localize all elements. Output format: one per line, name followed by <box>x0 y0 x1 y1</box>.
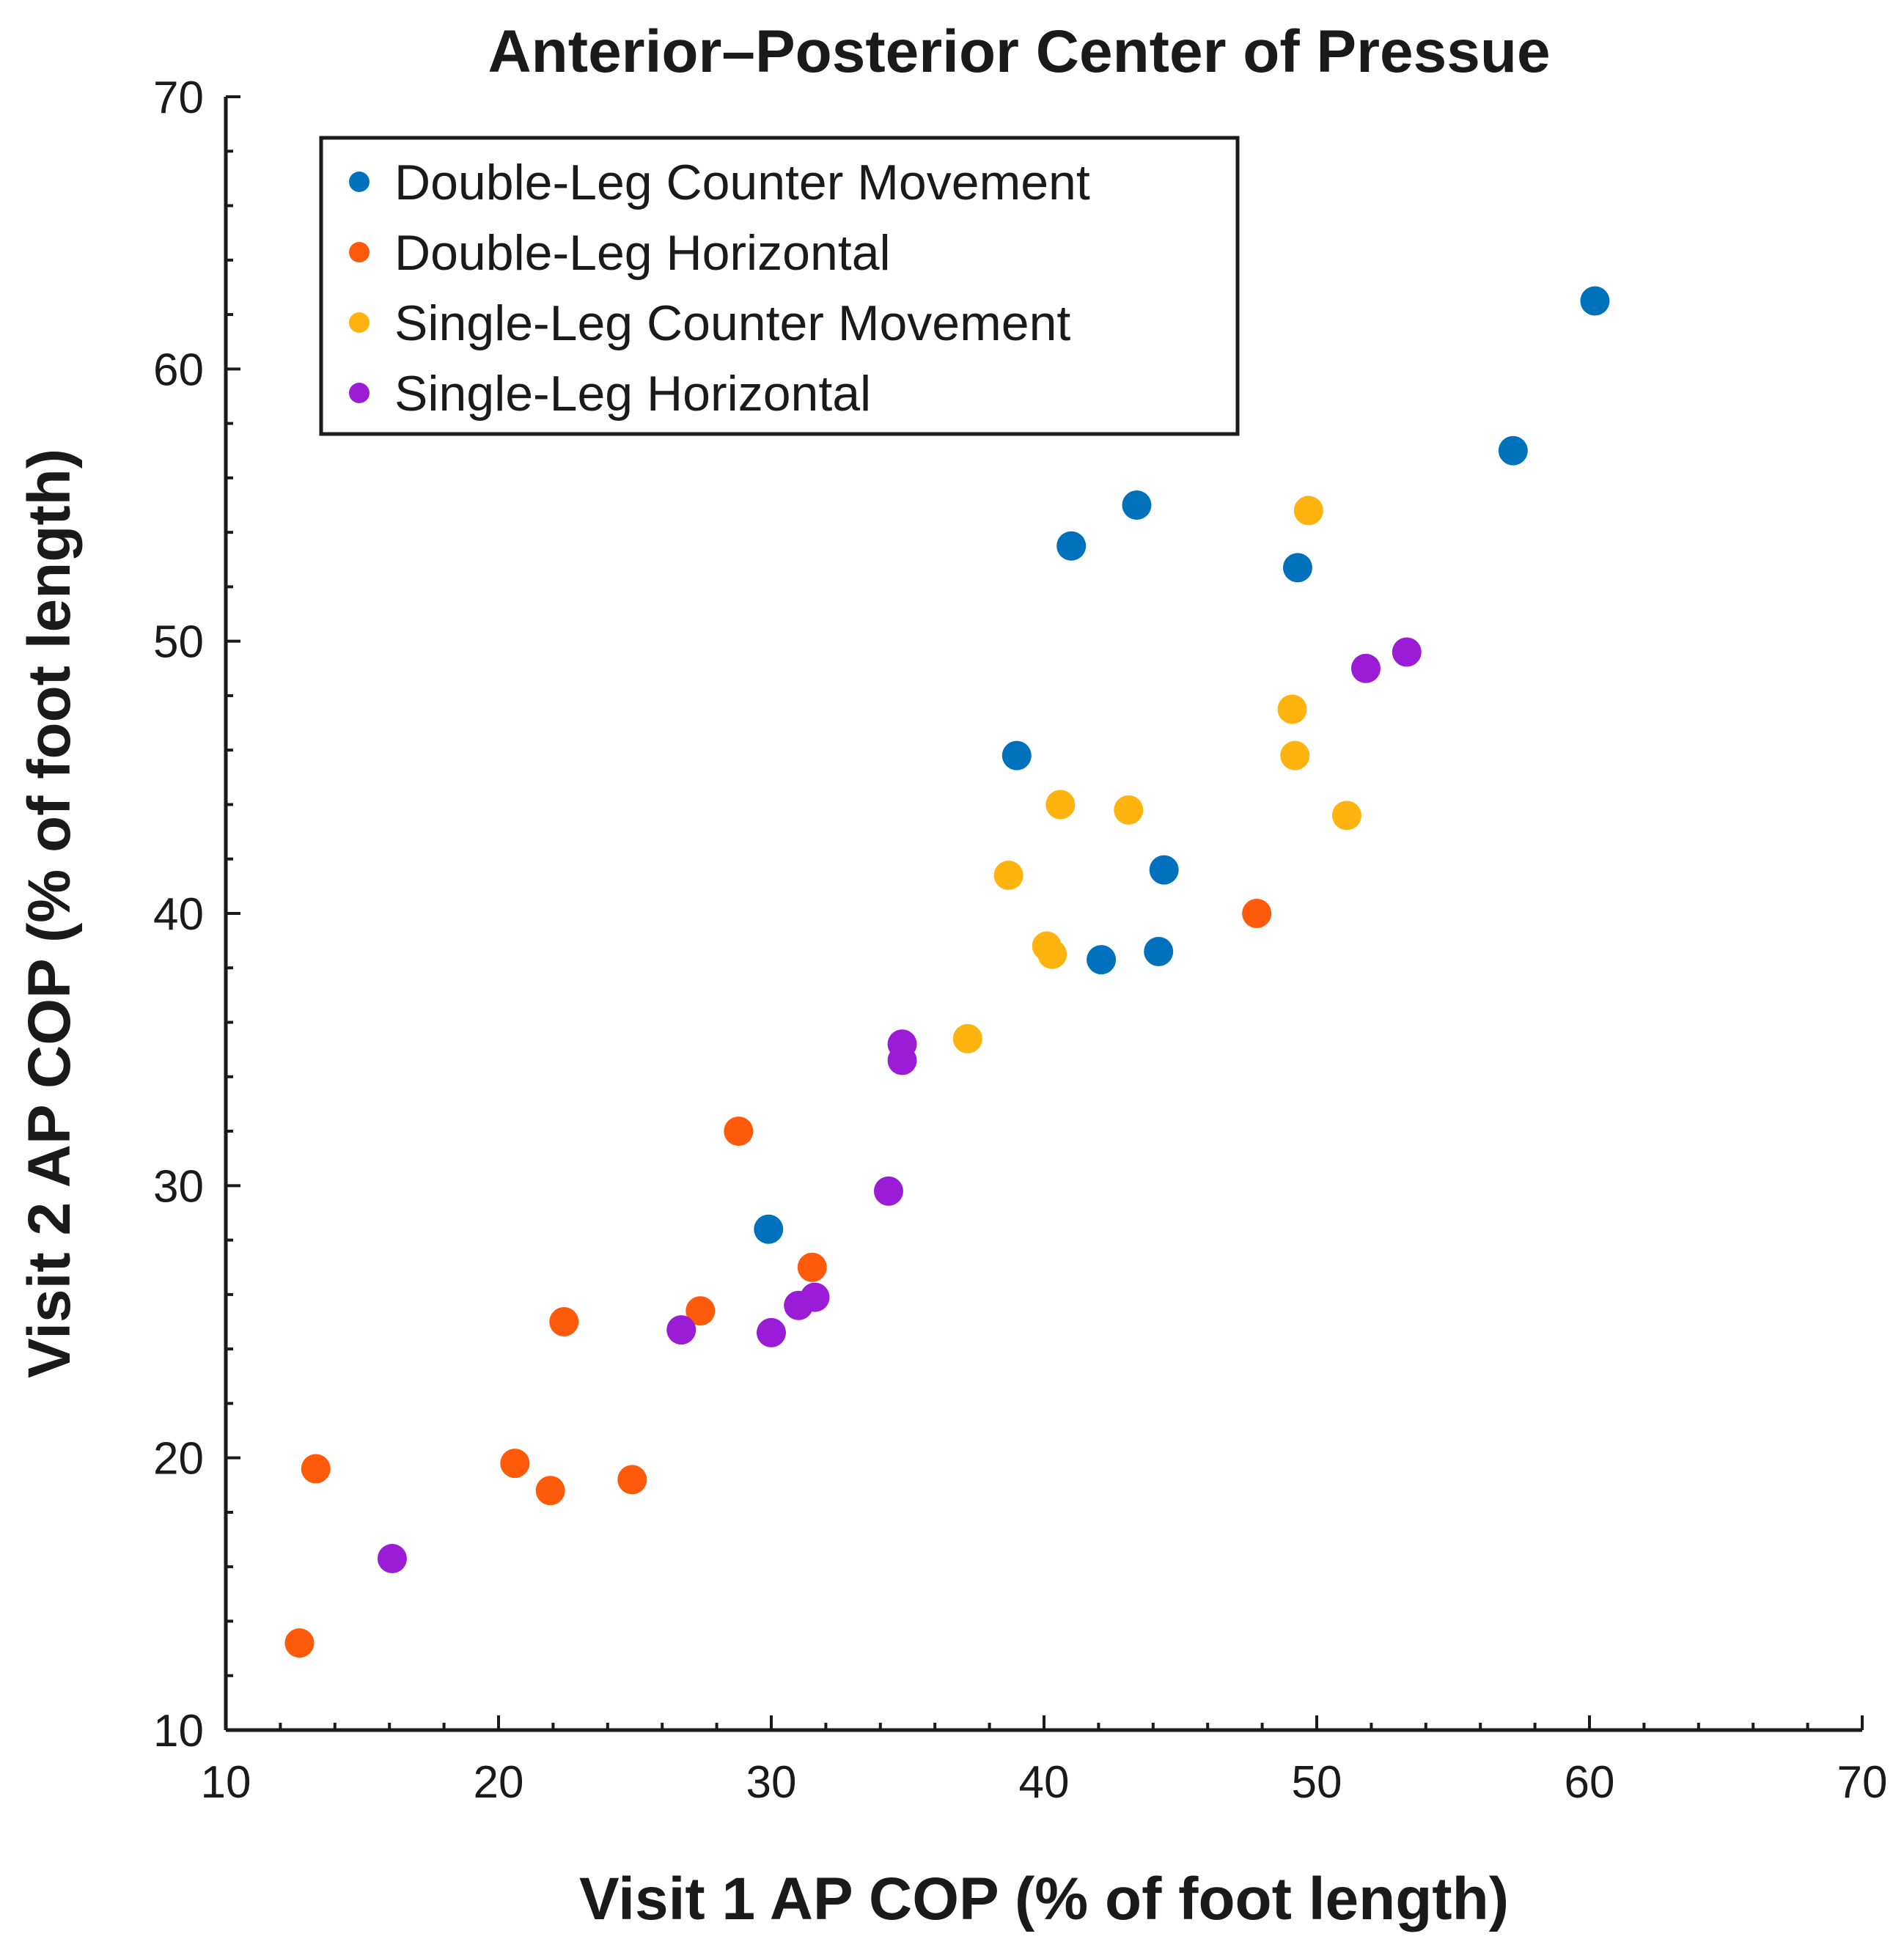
x-tick-label: 40 <box>1019 1757 1070 1808</box>
data-point <box>952 1023 982 1053</box>
data-points <box>284 286 1610 1658</box>
legend-entry: Double-Leg Horizontal <box>349 225 891 281</box>
data-point <box>1392 637 1422 667</box>
data-point <box>1037 939 1067 969</box>
data-point <box>757 1317 786 1347</box>
data-point <box>1087 945 1117 975</box>
data-point <box>549 1307 579 1336</box>
y-tick-label: 10 <box>153 1706 204 1756</box>
x-tick-label: 70 <box>1837 1757 1888 1808</box>
x-tick-label: 20 <box>474 1757 524 1808</box>
legend-entry: Single-Leg Horizontal <box>349 366 871 422</box>
data-point <box>685 1296 716 1326</box>
legend-label: Single-Leg Horizontal <box>394 366 871 422</box>
data-point <box>873 1176 903 1206</box>
data-point <box>617 1465 647 1495</box>
data-point <box>1056 531 1087 561</box>
x-axis-label: Visit 1 AP COP (% of foot length) <box>579 1866 1509 1932</box>
y-axis-label: Visit 2 AP COP (% of foot length) <box>16 449 83 1378</box>
y-tick-label: 40 <box>153 889 204 940</box>
legend-box <box>319 136 1240 436</box>
data-point <box>666 1315 696 1345</box>
data-point <box>784 1290 814 1320</box>
y-tick-label: 50 <box>153 617 204 668</box>
data-point <box>301 1454 331 1484</box>
legend-marker <box>349 172 370 192</box>
data-point <box>1122 490 1152 520</box>
legend-marker <box>349 242 370 262</box>
legend-entry: Double-Leg Counter Movement <box>349 155 1090 210</box>
x-tick-label: 50 <box>1292 1757 1342 1808</box>
legend-marker <box>349 383 370 403</box>
data-point <box>1001 740 1032 770</box>
data-point <box>1045 790 1076 820</box>
data-point <box>1282 553 1312 583</box>
data-point <box>1498 435 1528 466</box>
legend: Double-Leg Counter Movement Double-Leg H… <box>319 136 1240 436</box>
data-point <box>754 1214 784 1244</box>
data-point <box>887 1045 917 1075</box>
legend-marker <box>349 312 370 333</box>
data-point <box>1242 899 1272 928</box>
data-point <box>1149 855 1179 885</box>
x-tick-label: 10 <box>201 1757 251 1808</box>
x-tick-label: 30 <box>746 1757 797 1808</box>
data-point <box>1280 740 1310 770</box>
data-point <box>1580 286 1610 316</box>
x-tick-label: 60 <box>1565 1757 1615 1808</box>
data-point <box>1331 801 1361 831</box>
data-point <box>500 1449 530 1479</box>
data-point <box>284 1628 315 1658</box>
data-point <box>993 861 1023 891</box>
y-tick-label: 70 <box>153 73 204 123</box>
data-point <box>535 1476 565 1506</box>
chart-title: Anterior–Posterior Center of Pressue <box>488 18 1550 85</box>
y-tick-label: 20 <box>153 1434 204 1484</box>
y-tick-label: 60 <box>153 345 204 395</box>
data-point <box>1114 795 1144 825</box>
y-tick-label: 30 <box>153 1161 204 1212</box>
legend-label: Single-Leg Counter Movement <box>394 295 1070 351</box>
data-point <box>724 1116 754 1147</box>
legend-entry: Single-Leg Counter Movement <box>349 295 1070 351</box>
data-point <box>1293 496 1323 526</box>
legend-label: Double-Leg Horizontal <box>394 225 891 281</box>
axis-ticks: 10 20 30 40 50 60 70 10 20 30 40 50 60 70 <box>153 73 1887 1808</box>
data-point <box>377 1544 407 1574</box>
data-point <box>797 1252 827 1282</box>
data-point <box>1144 936 1174 966</box>
data-point <box>1277 694 1307 724</box>
data-point <box>1350 653 1381 683</box>
legend-label: Double-Leg Counter Movement <box>394 155 1090 210</box>
